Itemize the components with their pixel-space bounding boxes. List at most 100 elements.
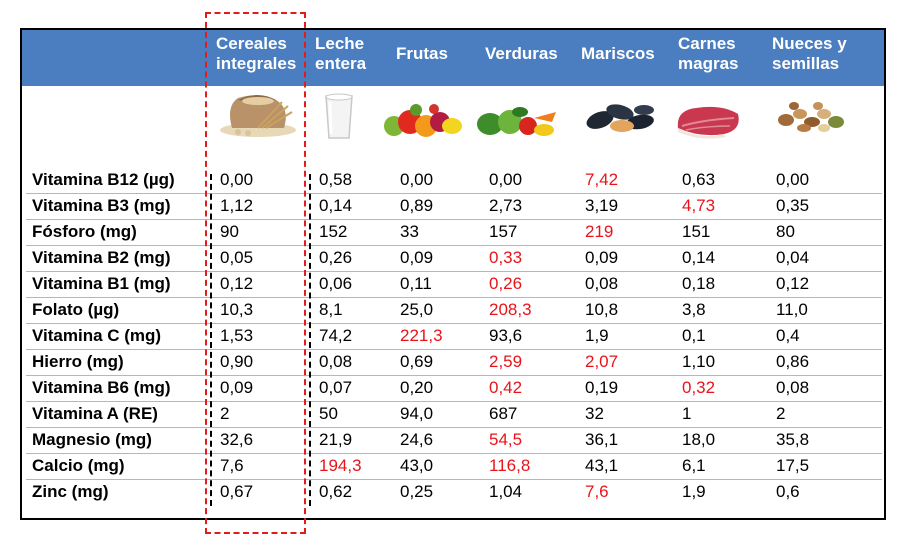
table-cell: 54,5 xyxy=(489,430,523,449)
table-cell: 1,53 xyxy=(220,326,254,345)
table-cell: 17,5 xyxy=(776,456,810,475)
table-cell: 0,14 xyxy=(319,196,353,215)
table-cell: 1,9 xyxy=(585,326,609,345)
header-line1: Frutas xyxy=(396,44,448,63)
table-cell: 0,04 xyxy=(776,248,810,267)
fruits-icon xyxy=(382,100,462,145)
table-cell: 33 xyxy=(400,222,419,241)
table-cell: 0,11 xyxy=(400,274,432,293)
table-cell: 7,6 xyxy=(220,456,244,475)
table-header: Cereales integrales Leche entera Frutas Verdu… xyxy=(22,30,884,86)
wheat-sack-icon xyxy=(218,88,298,143)
table-cell: 151 xyxy=(682,222,711,241)
table-cell: 0,26 xyxy=(319,248,353,267)
header-line1: Verduras xyxy=(485,44,558,63)
table-cell: 1,9 xyxy=(682,482,706,501)
table-cell: 0,08 xyxy=(319,352,353,371)
table-cell: 90 xyxy=(220,222,239,241)
header-line1: Cereales xyxy=(216,34,287,53)
table-cell: 0,26 xyxy=(489,274,523,293)
row-divider xyxy=(26,219,882,220)
column-separator xyxy=(309,174,311,506)
row-label: Vitamina B6 (mg) xyxy=(32,378,171,397)
row-divider xyxy=(26,271,882,272)
table-cell: 2,73 xyxy=(489,196,523,215)
row-label: Fósforo (mg) xyxy=(32,222,137,241)
table-cell: 1,12 xyxy=(220,196,254,215)
table-cell: 74,2 xyxy=(319,326,353,345)
table-cell: 0,67 xyxy=(220,482,254,501)
table-cell: 3,8 xyxy=(682,300,706,319)
table-cell: 0,42 xyxy=(489,378,523,397)
table-cell: 0,00 xyxy=(489,170,523,189)
table-cell: 0,09 xyxy=(400,248,434,267)
table-cell: 0,4 xyxy=(776,326,800,345)
vegetables-icon xyxy=(476,100,560,145)
table-cell: 0,00 xyxy=(776,170,810,189)
row-label: Vitamina A (RE) xyxy=(32,404,158,423)
table-cell: 1,04 xyxy=(489,482,523,501)
table-cell: 0,00 xyxy=(220,170,254,189)
nutrient-table: Cereales integrales Leche entera Frutas Verdu… xyxy=(20,28,886,520)
table-cell: 0,07 xyxy=(319,378,353,397)
table-cell: 50 xyxy=(319,404,338,423)
nuts-icon xyxy=(774,96,850,141)
table-cell: 2,59 xyxy=(489,352,523,371)
table-cell: 0,09 xyxy=(585,248,619,267)
table-cell: 4,73 xyxy=(682,196,716,215)
table-cell: 8,1 xyxy=(319,300,343,319)
table-cell: 6,1 xyxy=(682,456,706,475)
header-line1: Carnes xyxy=(678,34,736,53)
row-label: Calcio (mg) xyxy=(32,456,125,475)
table-cell: 0,05 xyxy=(220,248,254,267)
table-cell: 0,63 xyxy=(682,170,716,189)
table-cell: 80 xyxy=(776,222,795,241)
table-cell: 0,33 xyxy=(489,248,523,267)
header-cereales: Cereales integrales xyxy=(216,34,314,74)
table-cell: 0,58 xyxy=(319,170,353,189)
row-divider xyxy=(26,245,882,246)
column-separator xyxy=(210,174,212,506)
row-label: Vitamina B2 (mg) xyxy=(32,248,171,267)
table-cell: 0,08 xyxy=(776,378,810,397)
table-cell: 93,6 xyxy=(489,326,523,345)
table-cell: 0,62 xyxy=(319,482,353,501)
header-line2: entera xyxy=(315,54,367,73)
header-line2: integrales xyxy=(216,54,297,73)
table-cell: 11,0 xyxy=(776,300,808,319)
table-cell: 2 xyxy=(220,404,230,423)
table-cell: 24,6 xyxy=(400,430,434,449)
row-divider xyxy=(26,479,882,480)
header-verduras: Verduras xyxy=(485,44,589,64)
table-cell: 0,18 xyxy=(682,274,716,293)
header-mariscos: Mariscos xyxy=(581,44,685,64)
header-leche: Leche entera xyxy=(315,34,403,74)
row-label: Folato (µg) xyxy=(32,300,120,319)
row-divider xyxy=(26,297,882,298)
row-label: Magnesio (mg) xyxy=(32,430,152,449)
table-cell: 687 xyxy=(489,404,518,423)
table-cell: 7,6 xyxy=(585,482,609,501)
table-cell: 36,1 xyxy=(585,430,619,449)
table-cell: 0,09 xyxy=(220,378,254,397)
table-cell: 0,32 xyxy=(682,378,716,397)
mussels-icon xyxy=(584,96,660,141)
table-cell: 0,08 xyxy=(585,274,619,293)
table-cell: 21,9 xyxy=(319,430,353,449)
milk-glass-icon xyxy=(322,92,356,147)
row-divider xyxy=(26,323,882,324)
row-label: Vitamina B1 (mg) xyxy=(32,274,171,293)
row-label: Zinc (mg) xyxy=(32,482,109,501)
table-cell: 43,0 xyxy=(400,456,434,475)
header-nueces: Nueces y semillas xyxy=(772,34,880,74)
table-cell: 7,42 xyxy=(585,170,619,189)
table-cell: 32 xyxy=(585,404,604,423)
row-divider xyxy=(26,349,882,350)
meat-icon xyxy=(672,100,744,145)
table-cell: 0,12 xyxy=(220,274,254,293)
row-divider xyxy=(26,427,882,428)
table-cell: 0,1 xyxy=(682,326,706,345)
table-cell: 208,3 xyxy=(489,300,532,319)
table-cell: 25,0 xyxy=(400,300,434,319)
table-cell: 157 xyxy=(489,222,518,241)
